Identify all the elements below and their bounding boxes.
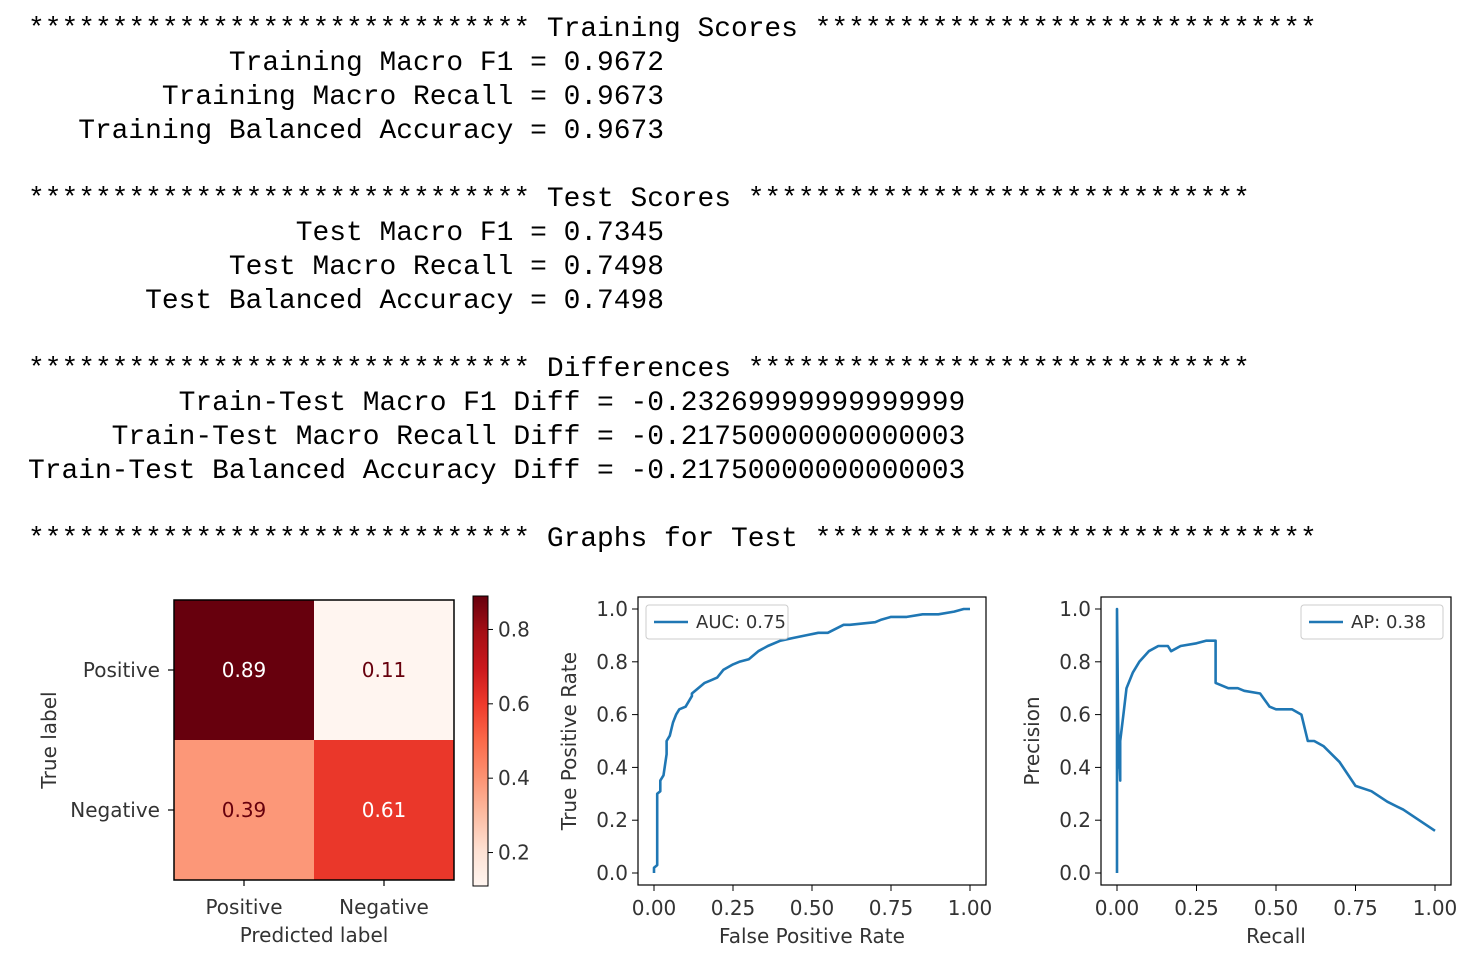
training-scores-header: ****************************** Training … bbox=[28, 14, 1317, 45]
cm-cell bbox=[314, 600, 454, 740]
pr-x-tick-label: 0.75 bbox=[1333, 896, 1378, 920]
pr-x-tick-label: 1.00 bbox=[1413, 896, 1458, 920]
roc-x-tick-label: 0.50 bbox=[790, 896, 835, 920]
pr-y-tick-label: 0.2 bbox=[1059, 808, 1091, 832]
cm-cell bbox=[174, 740, 314, 880]
colorbar-tick-label: 0.6 bbox=[498, 692, 530, 716]
colorbar-tick-label: 0.2 bbox=[498, 841, 530, 865]
roc-y-tick-label: 0.4 bbox=[596, 755, 628, 779]
test-macro-recall: Test Macro Recall = 0.7498 bbox=[28, 252, 665, 283]
pr-legend-label: AP: 0.38 bbox=[1351, 612, 1426, 633]
pr-y-tick-label: 0.6 bbox=[1059, 703, 1091, 727]
roc-y-tick-label: 0.0 bbox=[596, 861, 628, 885]
roc-legend-box bbox=[645, 604, 789, 640]
cm-y-tick-label: Positive bbox=[83, 658, 160, 682]
pr-y-tick-label: 0.0 bbox=[1059, 861, 1091, 885]
pr-y-axis-label: Precision bbox=[1020, 696, 1044, 785]
test-scores-header: ****************************** Test Scor… bbox=[28, 184, 1250, 215]
pr-legend-box bbox=[1300, 604, 1444, 640]
test-macro-f1: Test Macro F1 = 0.7345 bbox=[28, 218, 665, 249]
pr-x-tick-label: 0.00 bbox=[1095, 896, 1140, 920]
roc-curve-plot: 0.0 0.2 0.4 0.6 0.8 1.0 0.00 0.25 0.50 0.75 1.00 Fa… bbox=[557, 596, 993, 948]
test-balanced-accuracy: Test Balanced Accuracy = 0.7498 bbox=[28, 286, 665, 317]
graphs-header: ****************************** Graphs fo… bbox=[28, 524, 1317, 555]
cm-cell-value: 0.61 bbox=[362, 798, 407, 822]
training-balanced-accuracy: Training Balanced Accuracy = 0.9673 bbox=[28, 116, 665, 147]
confusion-matrix: 0.89 0.11 0.39 0.61 Positive Negative Positive… bbox=[37, 595, 530, 947]
roc-legend-label: AUC: 0.75 bbox=[696, 612, 786, 633]
cm-cell bbox=[174, 600, 314, 740]
cm-cell-value: 0.89 bbox=[222, 658, 267, 682]
colorbar-tick-label: 0.4 bbox=[498, 766, 530, 790]
pr-y-tick-label: 0.8 bbox=[1059, 650, 1091, 674]
roc-x-axis-label: False Positive Rate bbox=[719, 924, 905, 948]
pr-axes-frame bbox=[1100, 596, 1452, 886]
cm-frame bbox=[173, 599, 455, 881]
diff-macro-f1: Train-Test Macro F1 Diff = -0.2326999999… bbox=[28, 388, 966, 419]
training-macro-recall: Training Macro Recall = 0.9673 bbox=[28, 82, 665, 113]
cm-x-tick-label: Positive bbox=[205, 895, 282, 919]
diff-macro-recall: Train-Test Macro Recall Diff = -0.217500… bbox=[28, 422, 966, 453]
roc-axes-frame bbox=[637, 596, 987, 886]
colorbar bbox=[472, 595, 489, 887]
cm-x-axis-label: Predicted label bbox=[240, 923, 389, 947]
roc-y-tick-label: 0.6 bbox=[596, 703, 628, 727]
colorbar-tick-label: 0.8 bbox=[498, 617, 530, 641]
cm-y-tick-label: Negative bbox=[70, 798, 160, 822]
pr-x-tick-label: 0.25 bbox=[1174, 896, 1219, 920]
differences-header: ****************************** Differenc… bbox=[28, 354, 1250, 385]
roc-x-tick-label: 1.00 bbox=[948, 896, 993, 920]
roc-series-line bbox=[652, 607, 970, 873]
cm-x-tick-label: Negative bbox=[339, 895, 429, 919]
pr-y-tick-label: 1.0 bbox=[1059, 597, 1091, 621]
pr-x-tick-label: 0.50 bbox=[1254, 896, 1299, 920]
cm-cell bbox=[314, 740, 454, 880]
training-macro-f1: Training Macro F1 = 0.9672 bbox=[28, 48, 665, 79]
roc-x-tick-label: 0.75 bbox=[869, 896, 914, 920]
charts-area: 0.89 0.11 0.39 0.61 Positive Negative Positive… bbox=[37, 595, 1458, 948]
roc-x-tick-label: 0.00 bbox=[632, 896, 677, 920]
console-output: ****************************** Training … bbox=[0, 0, 1466, 555]
pr-series-line bbox=[1115, 607, 1436, 873]
precision-recall-plot: 0.0 0.2 0.4 0.6 0.8 1.0 0.00 0.25 0.50 0.75 1.00 Re… bbox=[1020, 596, 1458, 948]
cm-cell-value: 0.39 bbox=[222, 798, 267, 822]
roc-y-tick-label: 1.0 bbox=[596, 597, 628, 621]
roc-y-tick-label: 0.2 bbox=[596, 808, 628, 832]
diff-balanced-accuracy: Train-Test Balanced Accuracy Diff = -0.2… bbox=[28, 456, 966, 487]
cm-y-axis-label: True label bbox=[37, 691, 61, 789]
roc-y-tick-label: 0.8 bbox=[596, 650, 628, 674]
roc-x-tick-label: 0.25 bbox=[711, 896, 756, 920]
cm-cell-value: 0.11 bbox=[362, 658, 407, 682]
roc-y-axis-label: True Positive Rate bbox=[557, 652, 581, 831]
pr-x-axis-label: Recall bbox=[1246, 924, 1306, 948]
pr-y-tick-label: 0.4 bbox=[1059, 755, 1091, 779]
